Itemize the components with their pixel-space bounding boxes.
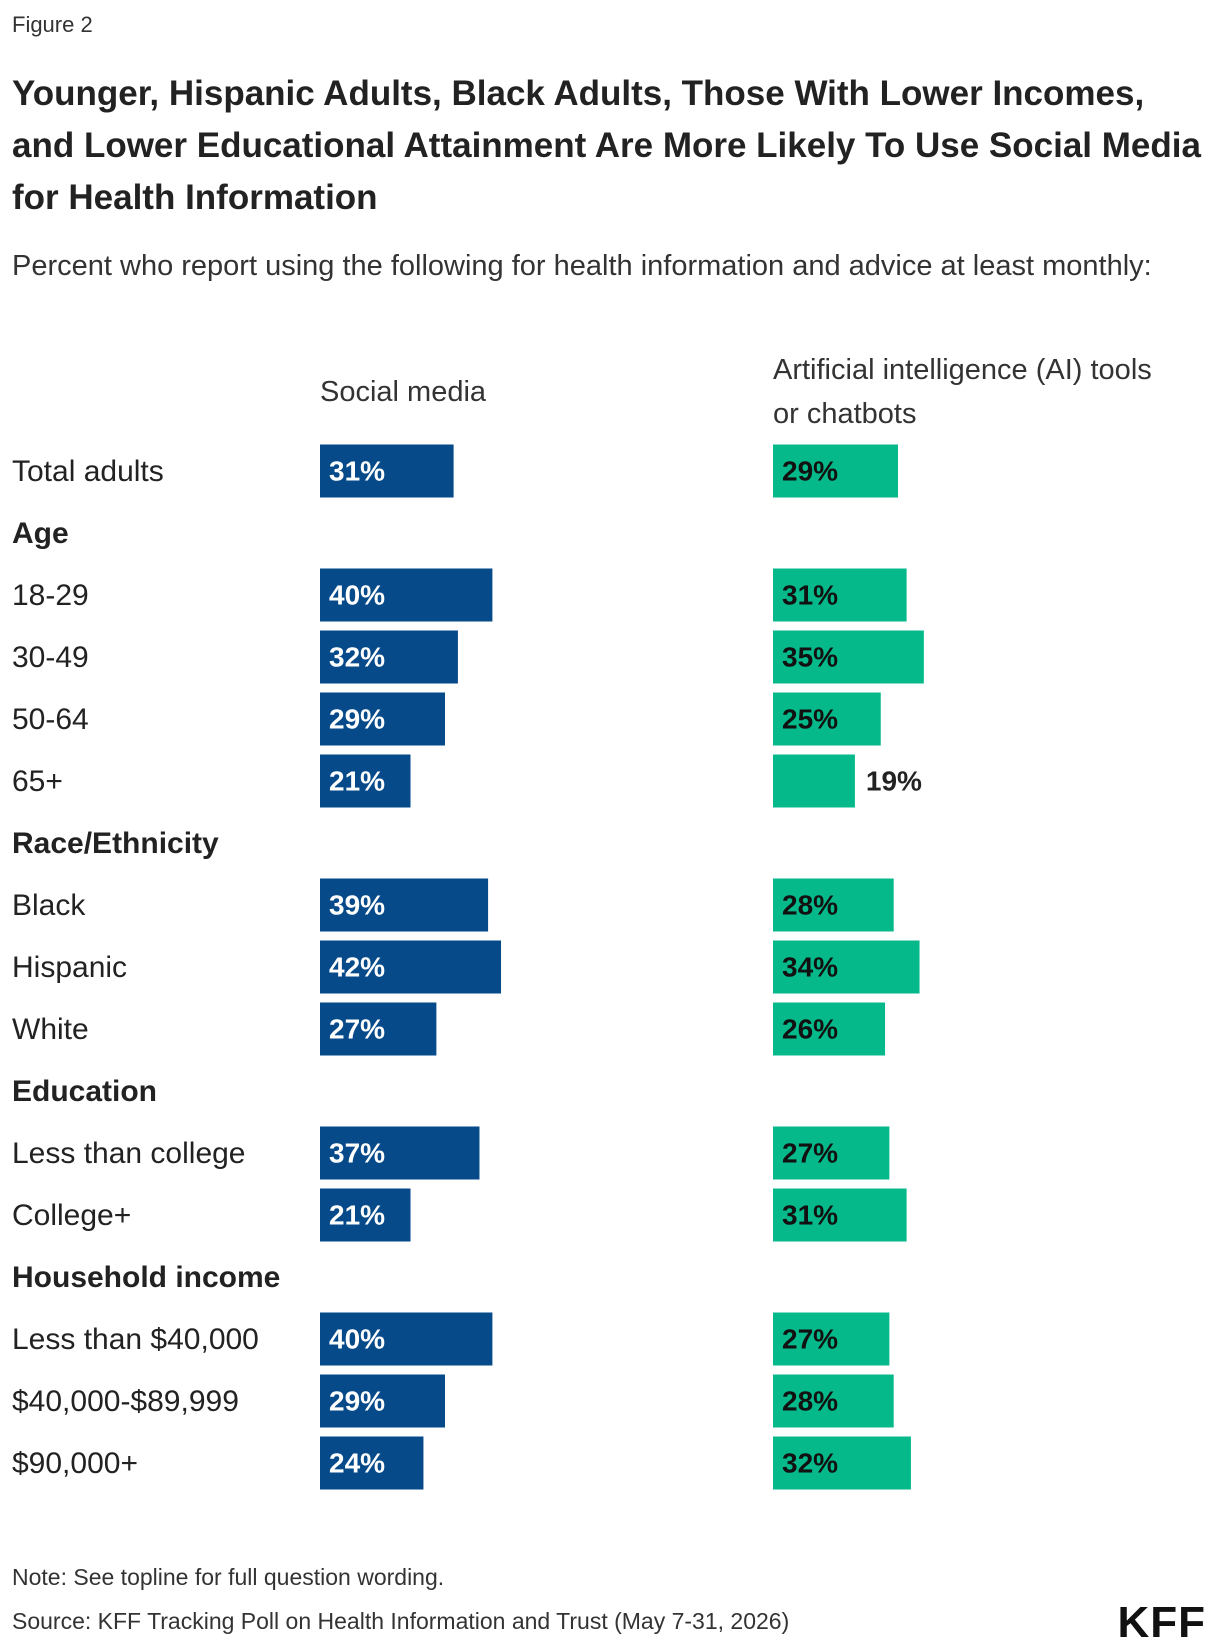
value-label: 28% — [782, 1385, 838, 1416]
bar — [320, 1312, 493, 1366]
value-label: 21% — [329, 1199, 385, 1230]
bar — [773, 568, 907, 622]
bar — [320, 1436, 424, 1490]
bar — [320, 630, 458, 684]
value-label: 29% — [329, 703, 385, 734]
value-label: 21% — [329, 765, 385, 796]
value-label: 27% — [782, 1323, 838, 1354]
value-label: 35% — [782, 641, 838, 672]
category-label: Less than $40,000 — [12, 1323, 259, 1356]
bar — [773, 1002, 886, 1056]
value-label: 29% — [329, 1385, 385, 1416]
category-label: Total adults — [12, 455, 164, 488]
chart-subtitle: Percent who report using the following f… — [12, 250, 1152, 282]
bar — [320, 1126, 480, 1180]
group-header: Education — [12, 1075, 157, 1108]
figure-label: Figure 2 — [12, 12, 93, 37]
value-label: 25% — [782, 703, 838, 734]
category-label: Less than college — [12, 1137, 246, 1170]
bar — [773, 692, 881, 746]
value-label: 24% — [329, 1447, 385, 1478]
logo: KFF — [1117, 1598, 1206, 1647]
category-label: $40,000-$89,999 — [12, 1385, 239, 1418]
series-header: Artificial intelligence (AI) tools or ch… — [773, 354, 1152, 430]
bar — [320, 692, 445, 746]
chart-title: Younger, Hispanic Adults, Black Adults, … — [12, 74, 1201, 217]
bar — [773, 444, 898, 498]
value-label: 40% — [329, 579, 385, 610]
group-header: Race/Ethnicity — [12, 827, 219, 860]
bar — [773, 1188, 907, 1242]
value-label: 31% — [329, 455, 385, 486]
category-label: 18-29 — [12, 579, 89, 612]
bar — [320, 878, 489, 932]
value-label: 37% — [329, 1137, 385, 1168]
category-label: 30-49 — [12, 641, 89, 674]
value-label: 40% — [329, 1323, 385, 1354]
category-label: $90,000+ — [12, 1447, 138, 1480]
value-label: 42% — [329, 951, 385, 982]
value-label: 32% — [782, 1447, 838, 1478]
bar — [320, 568, 493, 622]
bar — [773, 878, 894, 932]
value-label: 26% — [782, 1013, 838, 1044]
value-label: 27% — [329, 1013, 385, 1044]
bar — [773, 940, 920, 994]
value-label: 28% — [782, 889, 838, 920]
value-label: 32% — [329, 641, 385, 672]
category-label: 50-64 — [12, 703, 89, 736]
bar — [320, 1374, 445, 1428]
category-label: White — [12, 1013, 89, 1046]
category-label: Black — [12, 889, 86, 922]
bar — [320, 1188, 411, 1242]
bar — [320, 444, 454, 498]
category-label: Hispanic — [12, 951, 127, 984]
group-header: Household income — [12, 1261, 280, 1294]
value-label: 27% — [782, 1137, 838, 1168]
value-label: 31% — [782, 579, 838, 610]
bar — [320, 754, 411, 808]
group-header: Age — [12, 517, 69, 550]
value-label: 34% — [782, 951, 838, 982]
series-header: Social media — [320, 376, 487, 408]
bar — [773, 1312, 890, 1366]
bar — [320, 1002, 437, 1056]
value-label: 31% — [782, 1199, 838, 1230]
value-label: 19% — [866, 765, 922, 796]
category-label: 65+ — [12, 765, 63, 798]
value-label: 39% — [329, 889, 385, 920]
source: Source: KFF Tracking Poll on Health Info… — [12, 1608, 790, 1634]
bar — [773, 1436, 911, 1490]
bar — [773, 1374, 894, 1428]
bar — [773, 754, 855, 808]
bar — [773, 1126, 890, 1180]
note: Note: See topline for full question word… — [12, 1564, 445, 1590]
category-label: College+ — [12, 1199, 131, 1232]
bar — [773, 630, 924, 684]
bar — [320, 940, 502, 994]
value-label: 29% — [782, 455, 838, 486]
